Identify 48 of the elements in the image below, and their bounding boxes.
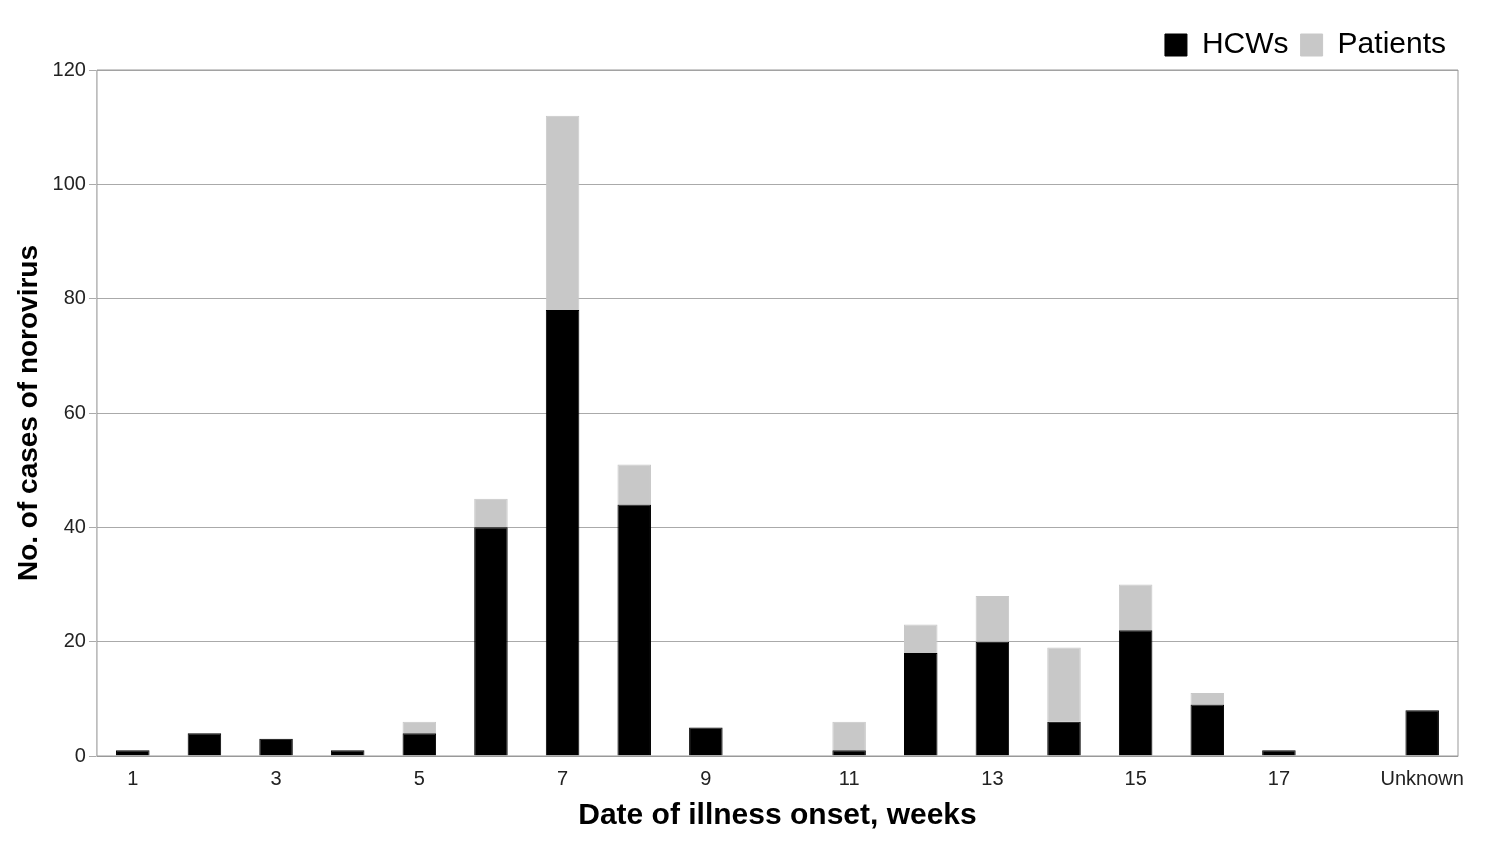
bar bbox=[903, 653, 938, 756]
bar bbox=[832, 721, 866, 751]
bar bbox=[903, 624, 938, 654]
bar bbox=[330, 750, 365, 756]
bar bbox=[975, 641, 1010, 756]
x-tick-label: Unknown bbox=[1380, 766, 1464, 789]
y-tick-label: 120 bbox=[52, 57, 86, 80]
bar bbox=[545, 310, 580, 756]
y-tick-label: 0 bbox=[74, 743, 86, 766]
x-tick-label: 9 bbox=[700, 766, 712, 789]
x-tick-label: 13 bbox=[981, 766, 1004, 789]
y-tick-label: 20 bbox=[63, 629, 86, 652]
x-tick-label: 7 bbox=[557, 766, 569, 789]
y-axis-title: No. of cases of norovirus bbox=[11, 244, 43, 582]
bar bbox=[1118, 584, 1153, 631]
bar bbox=[116, 750, 150, 756]
bar bbox=[402, 733, 437, 756]
legend-label: HCWs bbox=[1201, 26, 1289, 60]
bar bbox=[1118, 630, 1153, 756]
bar bbox=[259, 738, 293, 756]
y-tick-label: 40 bbox=[63, 514, 86, 537]
bar bbox=[1047, 647, 1081, 722]
bar bbox=[1405, 710, 1439, 756]
bar bbox=[975, 595, 1010, 642]
bar bbox=[1047, 721, 1081, 756]
bar bbox=[1262, 750, 1296, 756]
x-tick-label: 5 bbox=[413, 766, 425, 789]
y-tick-label: 100 bbox=[52, 171, 86, 194]
x-tick-label: 15 bbox=[1124, 766, 1147, 789]
x-tick-label: 17 bbox=[1267, 766, 1291, 789]
x-tick-label: 11 bbox=[838, 766, 860, 789]
bar bbox=[1190, 704, 1225, 756]
bar bbox=[474, 527, 508, 756]
bar bbox=[545, 115, 580, 311]
legend-label: Patients bbox=[1337, 26, 1447, 60]
y-tick-label: 80 bbox=[63, 286, 86, 309]
bar bbox=[832, 750, 866, 756]
bar bbox=[474, 498, 508, 528]
y-tick-label: 60 bbox=[63, 400, 86, 423]
bar bbox=[402, 721, 437, 734]
x-tick-label: 1 bbox=[127, 766, 139, 789]
bar bbox=[617, 504, 651, 756]
bar bbox=[689, 727, 723, 756]
x-tick-label: 3 bbox=[270, 766, 282, 789]
bar bbox=[187, 733, 222, 756]
x-axis-title: Date of illness onset, weeks bbox=[578, 797, 977, 831]
bar bbox=[617, 464, 651, 505]
bar bbox=[1190, 693, 1225, 705]
